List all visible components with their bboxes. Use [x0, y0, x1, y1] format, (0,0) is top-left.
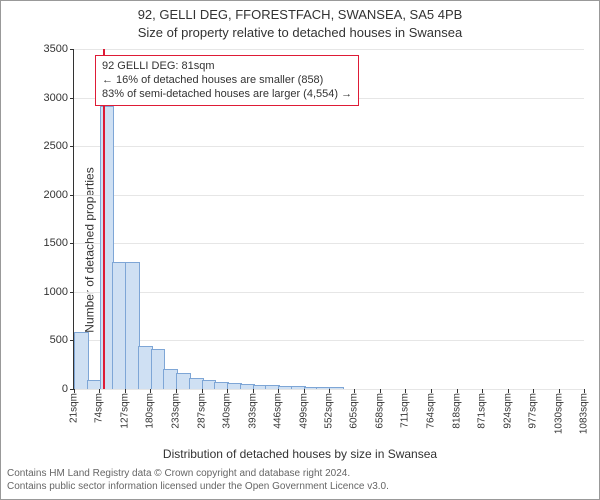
xtick-label: 552sqm — [324, 393, 335, 429]
ytick-mark — [70, 243, 74, 244]
gridline-h — [74, 49, 584, 50]
xtick-label: 977sqm — [528, 393, 539, 429]
title-line-2: Size of property relative to detached ho… — [1, 25, 599, 40]
xtick-label: 74sqm — [94, 393, 105, 423]
annotation-line-1: 92 GELLI DEG: 81sqm — [102, 60, 352, 74]
xtick-label: 499sqm — [298, 393, 309, 429]
xtick-label: 446sqm — [273, 393, 284, 429]
footer-attribution: Contains HM Land Registry data © Crown c… — [1, 467, 599, 497]
ytick-label: 3500 — [44, 43, 68, 55]
xtick-label: 658sqm — [374, 393, 385, 429]
xtick-label: 1030sqm — [553, 393, 564, 434]
xtick-label: 127sqm — [119, 393, 130, 429]
gridline-h — [74, 292, 584, 293]
gridline-h — [74, 340, 584, 341]
chart-frame: 92, GELLI DEG, FFORESTFACH, SWANSEA, SA5… — [0, 0, 600, 500]
gridline-h — [74, 146, 584, 147]
ytick-mark — [70, 146, 74, 147]
footer-line-1: Contains HM Land Registry data © Crown c… — [7, 467, 593, 480]
ytick-mark — [70, 195, 74, 196]
ytick-label: 2500 — [44, 140, 68, 152]
gridline-h — [74, 243, 584, 244]
ytick-label: 3000 — [44, 92, 68, 104]
annotation-line-2: ← 16% of detached houses are smaller (85… — [102, 74, 352, 88]
xtick-label: 393sqm — [247, 393, 258, 429]
annotation-box: 92 GELLI DEG: 81sqm ← 16% of detached ho… — [95, 55, 359, 106]
ytick-label: 500 — [50, 334, 68, 346]
ytick-label: 1000 — [44, 286, 68, 298]
ytick-mark — [70, 49, 74, 50]
gridline-h — [74, 195, 584, 196]
x-axis-label: Distribution of detached houses by size … — [1, 447, 599, 461]
xtick-label: 711sqm — [400, 393, 411, 428]
footer-line-2: Contains public sector information licen… — [7, 480, 593, 493]
xtick-label: 605sqm — [349, 393, 360, 429]
xtick-label: 21sqm — [69, 393, 80, 423]
xtick-label: 1083sqm — [579, 393, 590, 434]
histogram-bar — [329, 387, 344, 389]
ytick-label: 0 — [62, 383, 68, 395]
xtick-label: 818sqm — [451, 393, 462, 429]
xtick-label: 287sqm — [196, 393, 207, 429]
ytick-label: 2000 — [44, 189, 68, 201]
xtick-label: 764sqm — [425, 393, 436, 429]
ytick-label: 1500 — [44, 237, 68, 249]
xtick-label: 924sqm — [502, 393, 513, 429]
title-line-1: 92, GELLI DEG, FFORESTFACH, SWANSEA, SA5… — [1, 7, 599, 22]
annotation-line-3: 83% of semi-detached houses are larger (… — [102, 88, 352, 102]
xtick-label: 233sqm — [170, 393, 181, 429]
ytick-mark — [70, 292, 74, 293]
ytick-mark — [70, 98, 74, 99]
xtick-label: 871sqm — [477, 393, 488, 429]
xtick-label: 180sqm — [145, 393, 156, 429]
xtick-label: 340sqm — [222, 393, 233, 429]
